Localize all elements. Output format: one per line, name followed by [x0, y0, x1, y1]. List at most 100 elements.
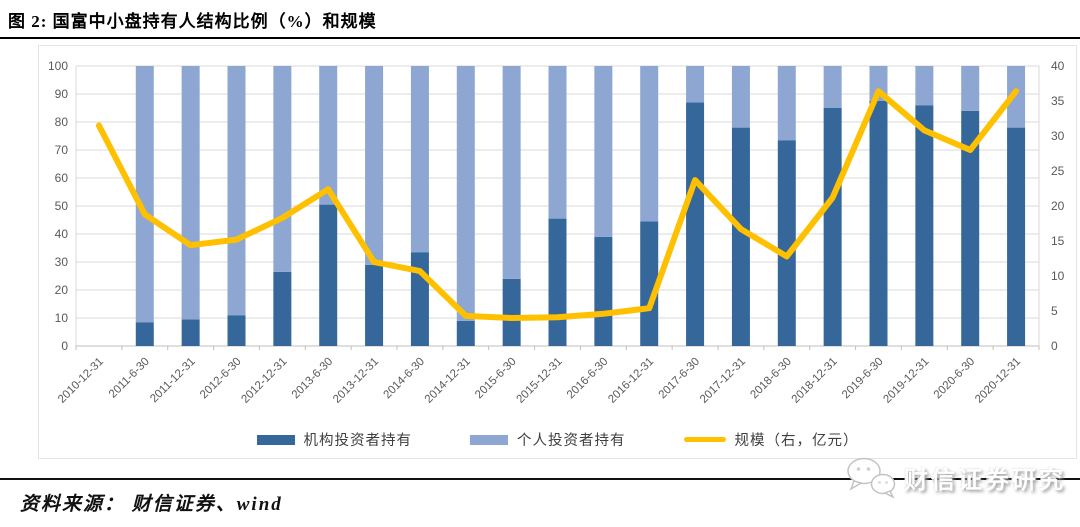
- x-axis-label-2013-12-31: 2013-12-31: [331, 356, 381, 406]
- x-axis-label-2015-12-31: 2015-12-31: [515, 356, 565, 406]
- x-axis-label-2018-12-31: 2018-12-31: [790, 356, 840, 406]
- bar-institutional-2020-6-30: [961, 110, 980, 346]
- bar-institutional-2019-6-30: [869, 101, 888, 346]
- legend-label-individual: 个人投资者持有: [517, 433, 626, 449]
- x-axis-label-2018-6-30: 2018-6-30: [748, 356, 794, 402]
- bar-institutional-2020-12-31: [1007, 127, 1026, 346]
- y-axis-label-left: 70: [55, 143, 69, 157]
- legend-swatch-institutional: [256, 434, 295, 445]
- x-axis-label-2013-6-30: 2013-6-30: [290, 356, 336, 402]
- bar-individual-2014-12-31: [456, 66, 475, 321]
- bar-institutional-2017-12-31: [731, 127, 750, 346]
- bar-individual-2017-6-30: [686, 66, 705, 103]
- y-axis-label-left: 30: [55, 255, 69, 269]
- bar-individual-2020-12-31: [1007, 66, 1026, 128]
- x-axis-label-2016-6-30: 2016-6-30: [565, 356, 611, 402]
- figure-header: 图 2: 国富中小盘持有人结构比例（%）和规模: [0, 0, 1080, 39]
- x-axis-label-2014-6-30: 2014-6-30: [381, 356, 427, 402]
- bar-individual-2013-6-30: [319, 66, 338, 205]
- y-axis-label-left: 90: [55, 87, 69, 101]
- bar-institutional-2011-12-31: [181, 319, 200, 346]
- x-axis-label-2014-12-31: 2014-12-31: [423, 356, 473, 406]
- bar-individual-2018-12-31: [823, 66, 842, 108]
- x-axis-label-2019-12-31: 2019-12-31: [881, 356, 931, 406]
- bar-institutional-2018-6-30: [777, 140, 796, 346]
- scale-line: [95, 88, 1020, 321]
- legend-label-scale: 规模（右，亿元）: [734, 433, 859, 449]
- watermark: 财信证券研究: [844, 456, 1066, 498]
- watermark-text: 财信证券研究: [904, 466, 1066, 494]
- x-axis-label-2016-12-31: 2016-12-31: [606, 356, 656, 406]
- y-axis-label-right: 0: [1051, 339, 1058, 353]
- bar-individual-2012-6-30: [227, 66, 246, 316]
- bar-institutional-2016-6-30: [594, 236, 613, 346]
- bar-individual-2020-6-30: [961, 66, 980, 111]
- bar-individual-2011-12-31: [181, 66, 200, 320]
- legend-item-institutional: 机构投资者持有: [256, 429, 413, 450]
- y-axis-label-right: 30: [1051, 129, 1065, 143]
- bar-institutional-2019-12-31: [915, 105, 934, 346]
- bar-institutional-2015-12-31: [548, 218, 567, 346]
- bar-institutional-2013-6-30: [319, 204, 338, 346]
- x-axis-label-2020-6-30: 2020-6-30: [932, 356, 978, 402]
- y-axis-label-left: 20: [55, 283, 69, 297]
- x-axis-label-2010-12-31: 2010-12-31: [56, 356, 106, 406]
- y-axis-label-right: 10: [1051, 269, 1065, 283]
- bar-institutional-2014-12-31: [456, 320, 475, 346]
- x-axis-label-2011-12-31: 2011-12-31: [148, 356, 197, 405]
- x-axis-label-2011-6-30: 2011-6-30: [107, 356, 152, 401]
- y-axis-label-right: 15: [1051, 234, 1065, 248]
- bar-individual-2016-12-31: [640, 66, 659, 222]
- x-axis-label-2019-6-30: 2019-6-30: [840, 356, 886, 402]
- legend-item-scale: 规模（右，亿元）: [683, 429, 859, 450]
- y-axis-label-right: 35: [1051, 94, 1065, 108]
- y-axis-label-left: 0: [61, 339, 68, 353]
- y-axis-label-left: 10: [55, 311, 69, 325]
- x-axis-label-2012-6-30: 2012-6-30: [198, 356, 244, 402]
- y-axis-label-left: 50: [55, 199, 69, 213]
- x-axis-label-2020-12-31: 2020-12-31: [973, 356, 1023, 406]
- bar-institutional-2018-12-31: [823, 108, 842, 346]
- x-axis-label-2017-12-31: 2017-12-31: [698, 356, 748, 406]
- bar-individual-2013-12-31: [365, 66, 384, 265]
- chart-frame: 0 10 20 30 40 50 60 70 80 90 100 0 5 10 15 20 25 30 35 40 20…: [38, 45, 1077, 459]
- bar-individual-2011-6-30: [135, 66, 154, 323]
- y-axis-label-right: 40: [1051, 59, 1065, 73]
- bar-institutional-2011-6-30: [135, 322, 154, 346]
- bar-institutional-2015-6-30: [502, 278, 521, 346]
- bar-institutional-2017-6-30: [686, 102, 705, 347]
- bar-individual-2019-12-31: [915, 66, 934, 106]
- bar-individual-2012-12-31: [273, 66, 292, 272]
- legend-swatch-scale-line: [683, 437, 726, 442]
- bar-individual-2015-6-30: [502, 66, 521, 279]
- y-axis-label-right: 5: [1051, 304, 1058, 318]
- bar-individual-2015-12-31: [548, 66, 567, 219]
- y-axis-label-left: 100: [48, 59, 68, 73]
- bar-individual-2014-6-30: [410, 66, 429, 253]
- y-axis-label-right: 25: [1051, 164, 1065, 178]
- legend-swatch-individual: [470, 434, 508, 445]
- chart-svg: 0 10 20 30 40 50 60 70 80 90 100 0 5 10 15 20 25 30 35 40 20…: [48, 59, 1065, 406]
- bar-institutional-2012-12-31: [273, 271, 292, 346]
- bar-individual-2016-6-30: [594, 66, 613, 237]
- bar-individual-2017-12-31: [731, 66, 750, 128]
- bar-institutional-2012-6-30: [227, 315, 246, 346]
- x-axis-label-2015-6-30: 2015-6-30: [473, 356, 519, 402]
- wechat-icon: [847, 457, 896, 498]
- title-rule: [0, 37, 1080, 39]
- source-text: 资料来源： 财信证券、wind: [20, 494, 283, 515]
- x-axis-label-2017-6-30: 2017-6-30: [657, 356, 703, 402]
- chart-legend: 机构投资者持有 个人投资者持有 规模（右，亿元）: [39, 429, 1076, 450]
- bar-institutional-2014-6-30: [410, 252, 429, 346]
- legend-item-individual: 个人投资者持有: [470, 429, 626, 450]
- x-axis-label-2012-12-31: 2012-12-31: [239, 356, 289, 406]
- bar-individual-2018-6-30: [777, 66, 796, 141]
- y-axis-label-left: 80: [55, 115, 69, 129]
- legend-label-institutional: 机构投资者持有: [303, 433, 412, 449]
- bar-institutional-2013-12-31: [365, 264, 384, 346]
- y-axis-label-left: 40: [55, 227, 69, 241]
- figure-title: 图 2: 国富中小盘持有人结构比例（%）和规模: [8, 12, 377, 31]
- footer-rule: [0, 478, 1080, 480]
- y-axis-label-left: 60: [55, 171, 69, 185]
